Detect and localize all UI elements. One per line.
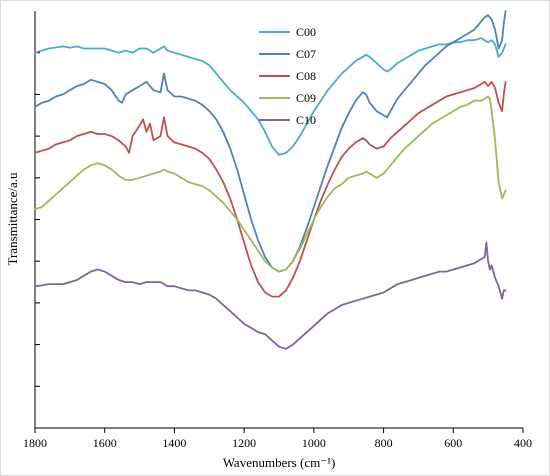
series-line-c08 — [34, 81, 507, 298]
x-axis-title: Wavenumbers (cm⁻¹) — [223, 455, 336, 470]
x-tick-label-1: 1600 — [93, 436, 117, 450]
x-tick-label-2: 1400 — [162, 436, 186, 450]
x-tick-label-5: 800 — [375, 436, 393, 450]
legend-label-c09: C09 — [296, 91, 316, 105]
legend-label-c08: C08 — [296, 69, 316, 83]
series-line-c10 — [34, 241, 507, 350]
x-tick-label-4: 1000 — [302, 436, 326, 450]
x-tick-label-6: 600 — [444, 436, 462, 450]
x-tick-label-3: 1200 — [232, 436, 256, 450]
legend: C00 C07 C08 C09 C10 — [259, 25, 316, 127]
series — [34, 10, 507, 350]
y-axis-title: Transmittance/a.u — [5, 172, 20, 266]
legend-label-c00: C00 — [296, 25, 316, 39]
legend-label-c10: C10 — [296, 113, 316, 127]
series-line-c09 — [34, 95, 507, 273]
x-ticks: 1800 1600 1400 1200 1000 800 600 400 — [23, 428, 532, 450]
legend-label-c07: C07 — [296, 47, 316, 61]
x-tick-label-7: 400 — [514, 436, 532, 450]
y-ticks — [35, 52, 40, 387]
x-tick-label-0: 1800 — [23, 436, 47, 450]
axes — [34, 11, 523, 429]
series-line-c00 — [34, 37, 507, 156]
